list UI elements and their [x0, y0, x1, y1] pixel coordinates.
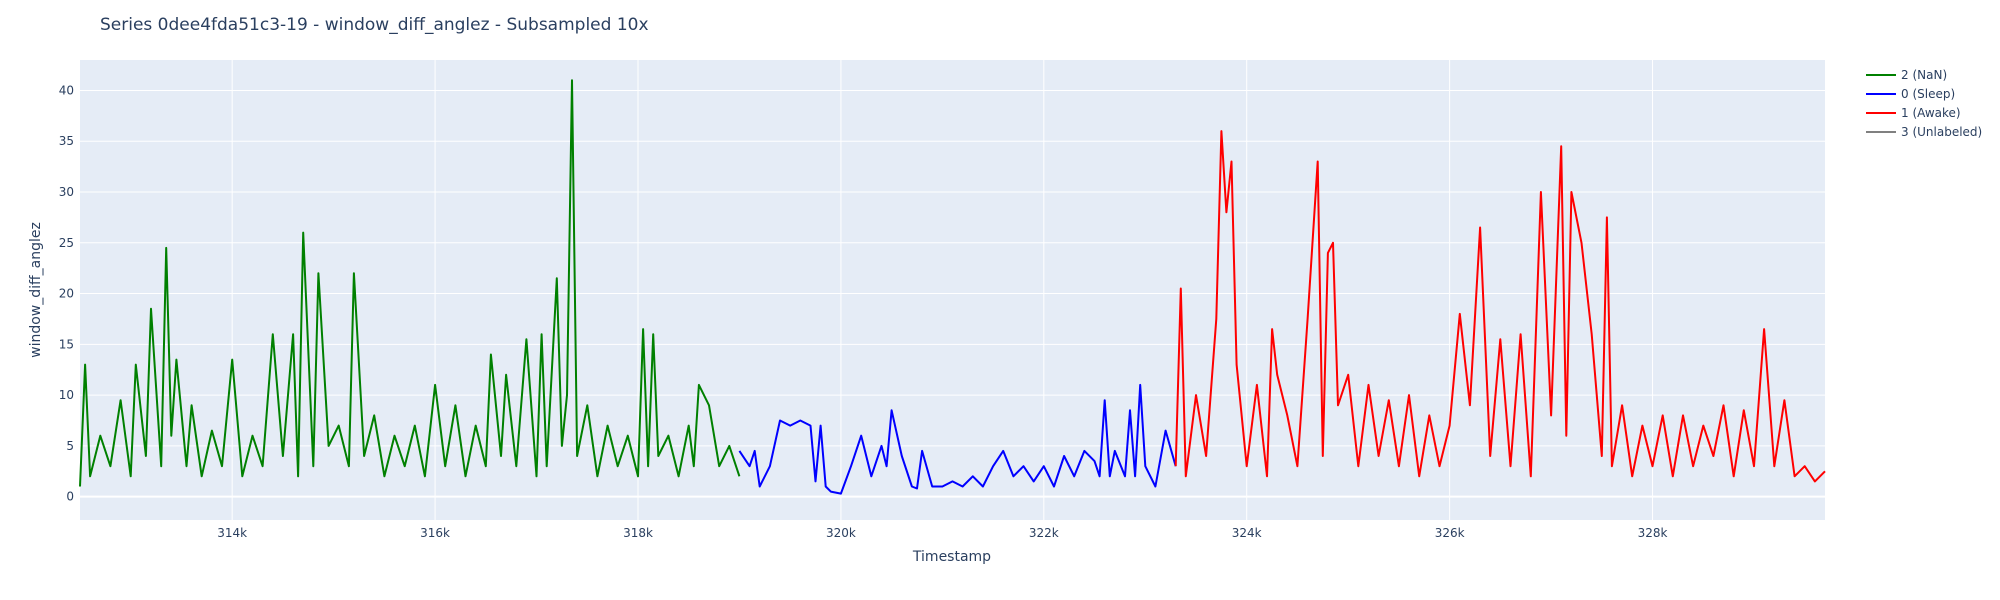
x-tick-label: 318k: [623, 526, 653, 540]
legend[interactable]: 2 (NaN) 0 (Sleep) 1 (Awake) 3 (Unlabeled): [1866, 68, 1982, 139]
legend-label: 2 (NaN): [1901, 68, 1947, 82]
legend-label: 0 (Sleep): [1901, 87, 1955, 101]
y-tick-label: 30: [59, 185, 74, 199]
series-line-0: [79, 79, 741, 487]
y-tick-label: 0: [66, 490, 74, 504]
legend-label: 1 (Awake): [1901, 106, 1961, 120]
legend-item[interactable]: 0 (Sleep): [1866, 87, 1955, 101]
x-tick-label: 326k: [1435, 526, 1465, 540]
y-tick-label: 15: [59, 337, 74, 351]
y-tick-label: 10: [59, 388, 74, 402]
plot-area: [80, 60, 1825, 520]
y-tick-label: 20: [59, 287, 74, 301]
series-lines: [79, 79, 1826, 495]
x-tick-label: 328k: [1638, 526, 1668, 540]
x-axis-ticks: 314k 316k 318k 320k 322k 324k 326k 328k: [217, 526, 1667, 540]
y-tick-label: 35: [59, 134, 74, 148]
y-tick-label: 25: [59, 236, 74, 250]
legend-item[interactable]: 2 (NaN): [1866, 68, 1947, 82]
x-axis-title: Timestamp: [912, 549, 991, 565]
x-tick-label: 314k: [217, 526, 247, 540]
legend-label: 3 (Unlabeled): [1901, 125, 1982, 139]
x-tick-label: 320k: [826, 526, 856, 540]
x-tick-label: 324k: [1232, 526, 1262, 540]
y-tick-label: 40: [59, 83, 74, 97]
y-axis-title: window_diff_anglez: [28, 222, 44, 358]
chart-title: Series 0dee4fda51c3-19 - window_diff_ang…: [100, 15, 649, 35]
y-tick-label: 5: [66, 439, 74, 453]
series-line-1: [738, 383, 1177, 495]
series-line-2: [1174, 130, 1826, 483]
x-tick-label: 316k: [420, 526, 450, 540]
y-axis-ticks: 0 5 10 15 20 25 30 35 40: [59, 83, 74, 503]
x-tick-label: 322k: [1029, 526, 1059, 540]
legend-item[interactable]: 1 (Awake): [1866, 106, 1961, 120]
legend-item[interactable]: 3 (Unlabeled): [1866, 125, 1982, 139]
